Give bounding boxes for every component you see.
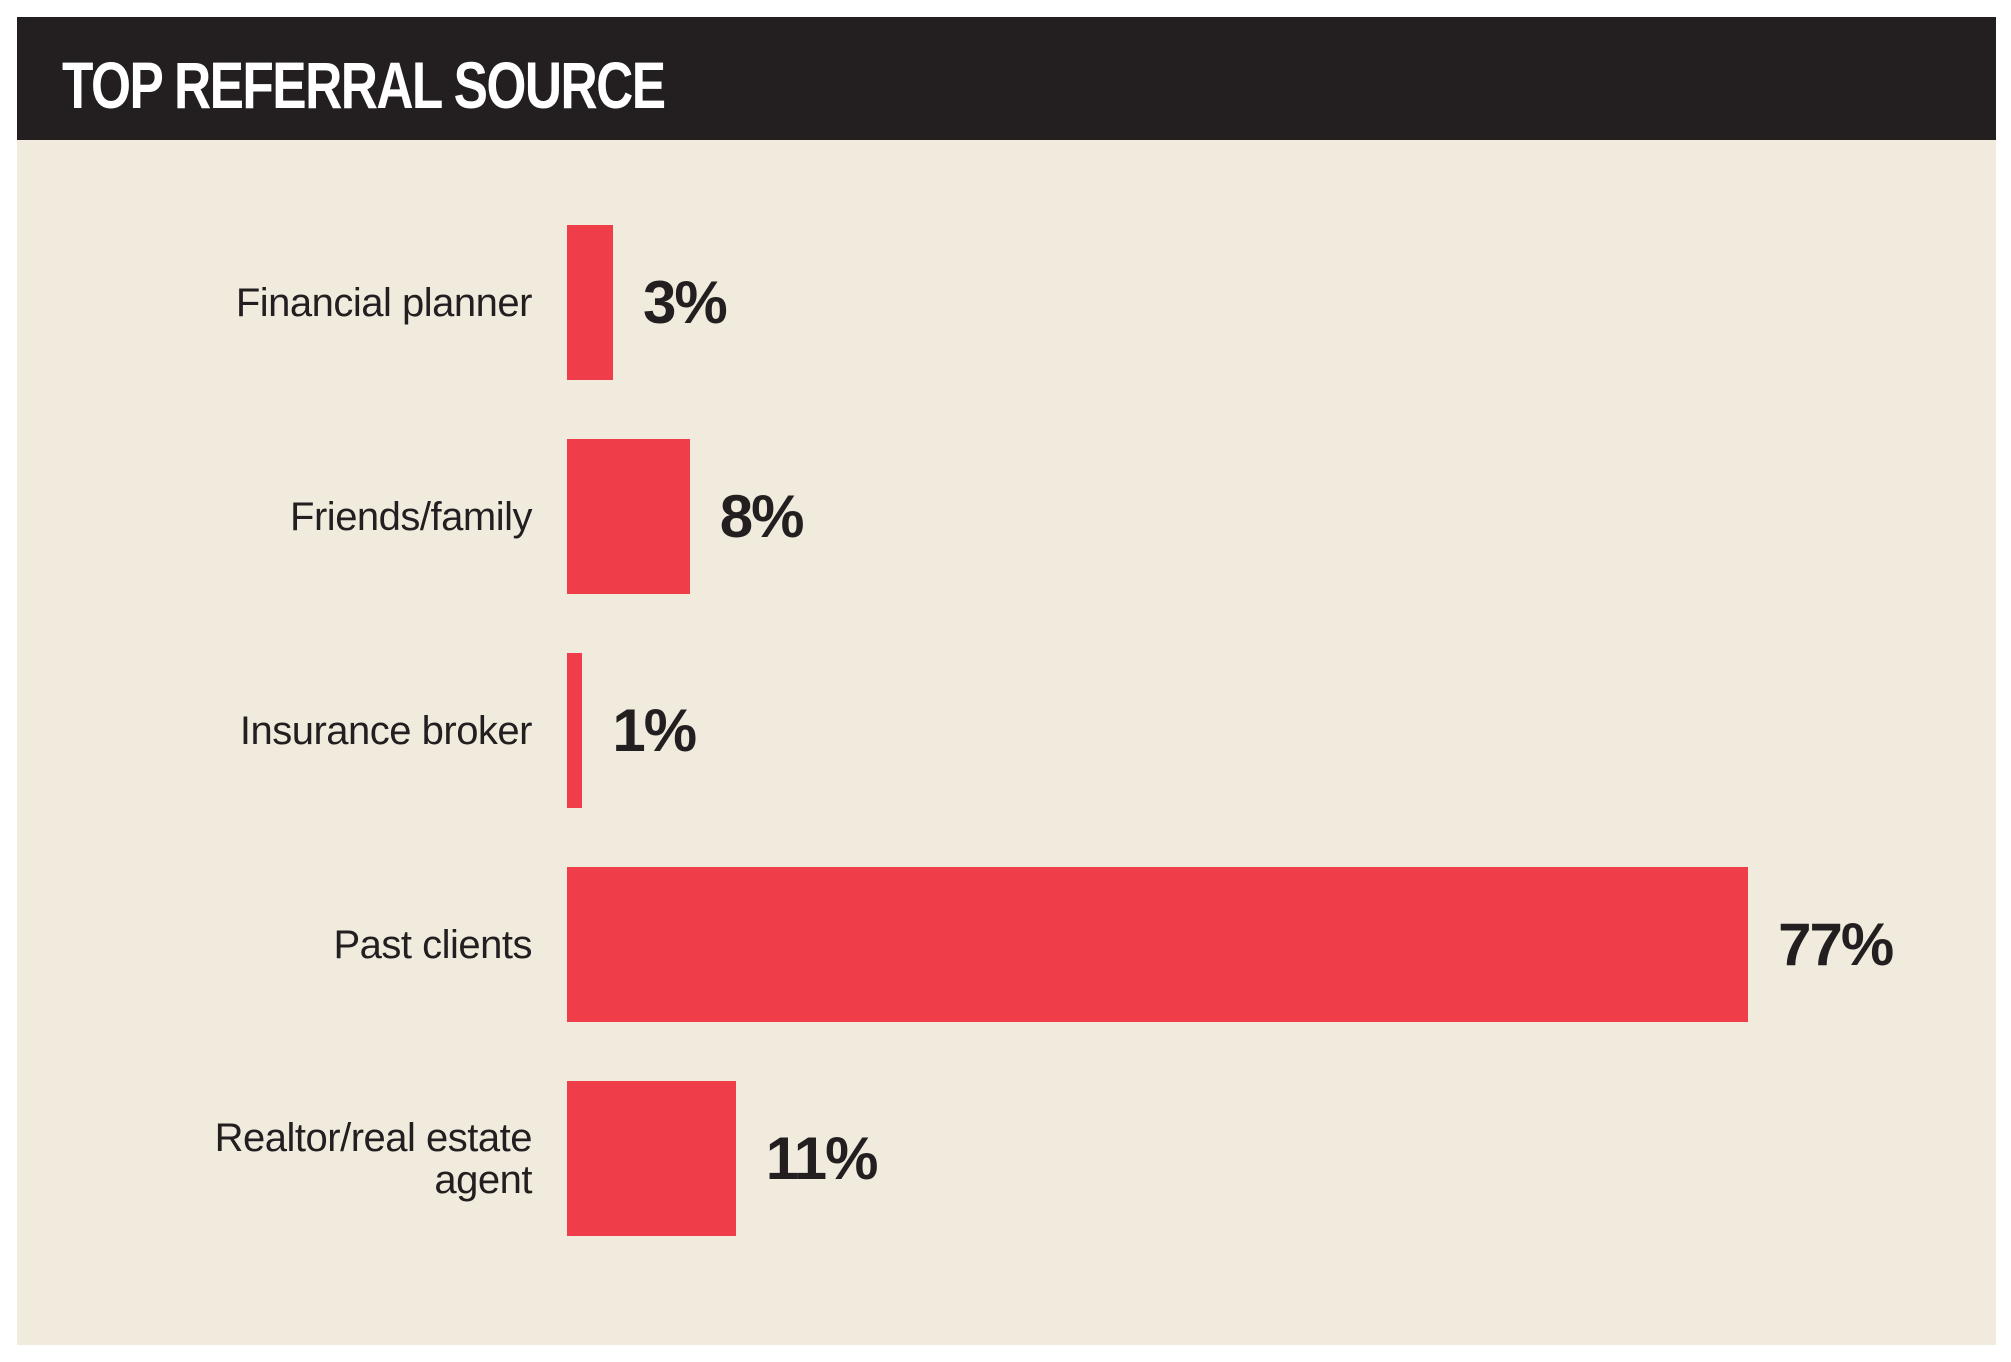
category-label-line: Realtor/real estate bbox=[214, 1115, 533, 1160]
bar-2 bbox=[567, 653, 583, 808]
bar-1 bbox=[567, 439, 690, 594]
value-label: 77% bbox=[1778, 910, 1894, 978]
category-label: Insurance broker bbox=[32, 708, 533, 753]
value-label: 3% bbox=[643, 268, 728, 336]
value-label: 1% bbox=[612, 696, 697, 764]
category-label-line: Friends/family bbox=[290, 494, 532, 539]
category-label-line: Insurance broker bbox=[239, 708, 533, 753]
category-label: Friends/family bbox=[32, 496, 532, 538]
category-label-line: Past clients bbox=[333, 922, 532, 967]
category-label-line: Financial planner bbox=[235, 280, 533, 325]
chart-title: TOP REFERRAL SOURCE bbox=[62, 48, 666, 122]
bar-4 bbox=[567, 1081, 736, 1236]
value-label: 8% bbox=[719, 482, 805, 550]
bar-3 bbox=[567, 867, 1749, 1022]
chart-panel bbox=[17, 140, 1996, 1345]
value-label: 11% bbox=[765, 1124, 879, 1192]
bar-0 bbox=[567, 225, 614, 380]
category-label: Past clients bbox=[32, 924, 532, 966]
chart-header: TOP REFERRAL SOURCE bbox=[17, 17, 1996, 140]
category-label: Realtor/real estate agent bbox=[32, 1115, 533, 1202]
category-label-line: agent bbox=[434, 1157, 532, 1202]
category-label: Financial planner bbox=[32, 280, 533, 325]
